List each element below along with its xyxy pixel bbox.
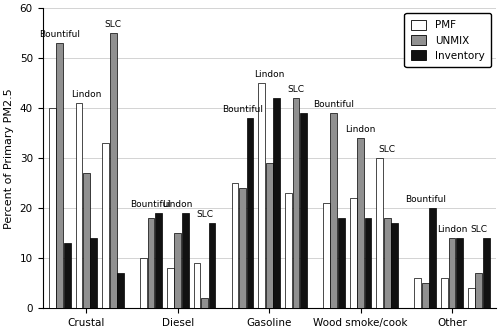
Bar	[285, 193, 292, 308]
Bar	[266, 163, 272, 308]
Bar	[140, 258, 147, 308]
Text: Lindon: Lindon	[346, 125, 376, 134]
Bar	[273, 98, 280, 308]
Bar	[414, 278, 421, 308]
Bar	[350, 198, 356, 308]
Bar	[201, 298, 208, 308]
Bar	[56, 43, 63, 308]
Bar	[117, 273, 124, 308]
Text: SLC: SLC	[104, 20, 122, 29]
Text: Bountiful: Bountiful	[39, 30, 80, 39]
Bar	[83, 173, 90, 308]
Text: Bountiful: Bountiful	[130, 200, 172, 209]
Bar	[357, 138, 364, 308]
Bar	[49, 108, 56, 308]
Bar	[148, 218, 154, 308]
Bar	[232, 183, 238, 308]
Bar	[392, 223, 398, 308]
Bar	[330, 113, 338, 308]
Bar	[167, 268, 174, 308]
Bar	[194, 263, 200, 308]
Bar	[76, 103, 82, 308]
Bar	[456, 238, 463, 308]
Bar	[384, 218, 391, 308]
Text: Lindon: Lindon	[254, 70, 284, 79]
Bar	[441, 278, 448, 308]
Text: SLC: SLC	[379, 145, 396, 154]
Text: Bountiful: Bountiful	[405, 195, 446, 204]
Bar	[376, 158, 384, 308]
Bar	[258, 83, 265, 308]
Bar	[102, 143, 109, 308]
Bar	[155, 213, 162, 308]
Bar	[110, 33, 116, 308]
Y-axis label: Percent of Primary PM2.5: Percent of Primary PM2.5	[4, 88, 14, 228]
Bar	[300, 113, 307, 308]
Text: Bountiful: Bountiful	[222, 105, 263, 114]
Text: SLC: SLC	[470, 225, 487, 234]
Bar	[64, 243, 70, 308]
Bar	[239, 188, 246, 308]
Bar	[323, 203, 330, 308]
Bar	[90, 238, 98, 308]
Bar	[174, 233, 181, 308]
Text: SLC: SLC	[288, 85, 304, 94]
Text: Lindon: Lindon	[162, 200, 193, 209]
Bar	[182, 213, 188, 308]
Bar	[422, 283, 428, 308]
Bar	[468, 288, 474, 308]
Text: Lindon: Lindon	[437, 225, 467, 234]
Bar	[476, 273, 482, 308]
Text: Bountiful: Bountiful	[314, 100, 354, 109]
Bar	[430, 208, 436, 308]
Bar	[292, 98, 300, 308]
Text: SLC: SLC	[196, 210, 213, 219]
Bar	[246, 118, 254, 308]
Bar	[448, 238, 456, 308]
Legend: PMF, UNMIX, Inventory: PMF, UNMIX, Inventory	[404, 13, 490, 67]
Text: Lindon: Lindon	[71, 90, 102, 99]
Bar	[483, 238, 490, 308]
Bar	[338, 218, 344, 308]
Bar	[208, 223, 216, 308]
Bar	[364, 218, 372, 308]
